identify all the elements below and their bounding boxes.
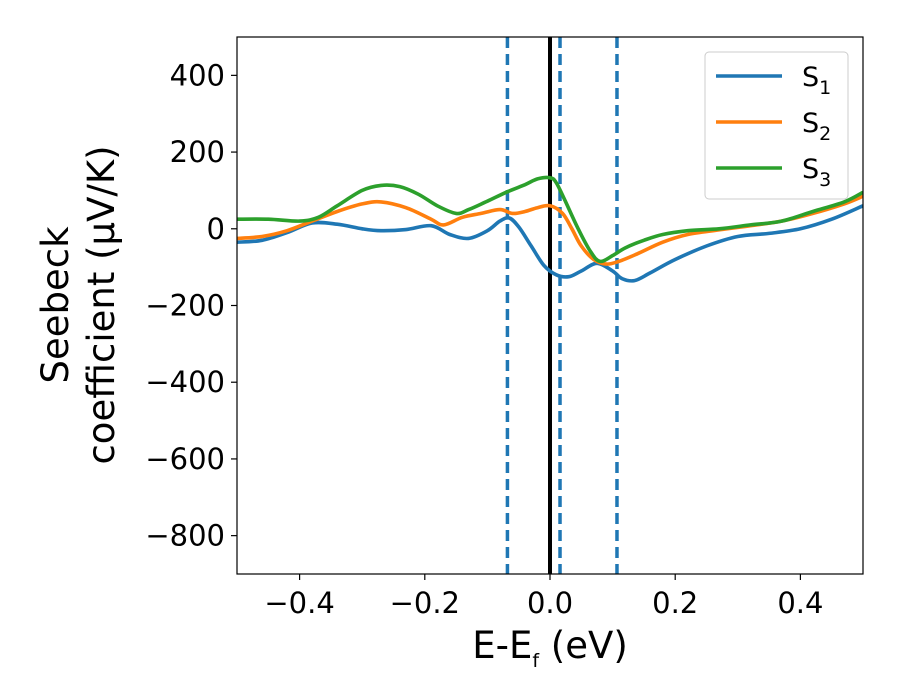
series-line-s3 bbox=[237, 175, 863, 264]
x-tick-label: −0.2 bbox=[390, 586, 460, 620]
legend-label-s3: S3 bbox=[802, 154, 831, 191]
series-line-s1 bbox=[237, 204, 863, 283]
x-tick-label: 0.2 bbox=[652, 586, 698, 620]
y-tick-label: −600 bbox=[145, 442, 225, 476]
y-tick-label: 200 bbox=[170, 135, 225, 169]
y-tick-label: −400 bbox=[145, 365, 225, 399]
legend-label-s1: S1 bbox=[802, 62, 831, 99]
y-axis-label-line2: coefficient (μV/K) bbox=[80, 145, 123, 464]
y-tick-label: −800 bbox=[145, 519, 225, 553]
y-axis-label-line1: Seebeck bbox=[34, 226, 77, 384]
x-tick-label: −0.4 bbox=[264, 586, 334, 620]
x-tick-label: 0.0 bbox=[527, 586, 573, 620]
legend-label-s2: S2 bbox=[802, 108, 831, 145]
y-tick-label: 0 bbox=[207, 212, 225, 246]
legend-box bbox=[704, 51, 849, 200]
legend: S1 S2 S3 bbox=[704, 51, 849, 200]
x-axis-label: E-Ef (eV) bbox=[472, 624, 628, 672]
y-tick-label: −200 bbox=[145, 289, 225, 323]
y-tick-label: 400 bbox=[170, 58, 225, 92]
x-tick-label: 0.4 bbox=[777, 586, 823, 620]
